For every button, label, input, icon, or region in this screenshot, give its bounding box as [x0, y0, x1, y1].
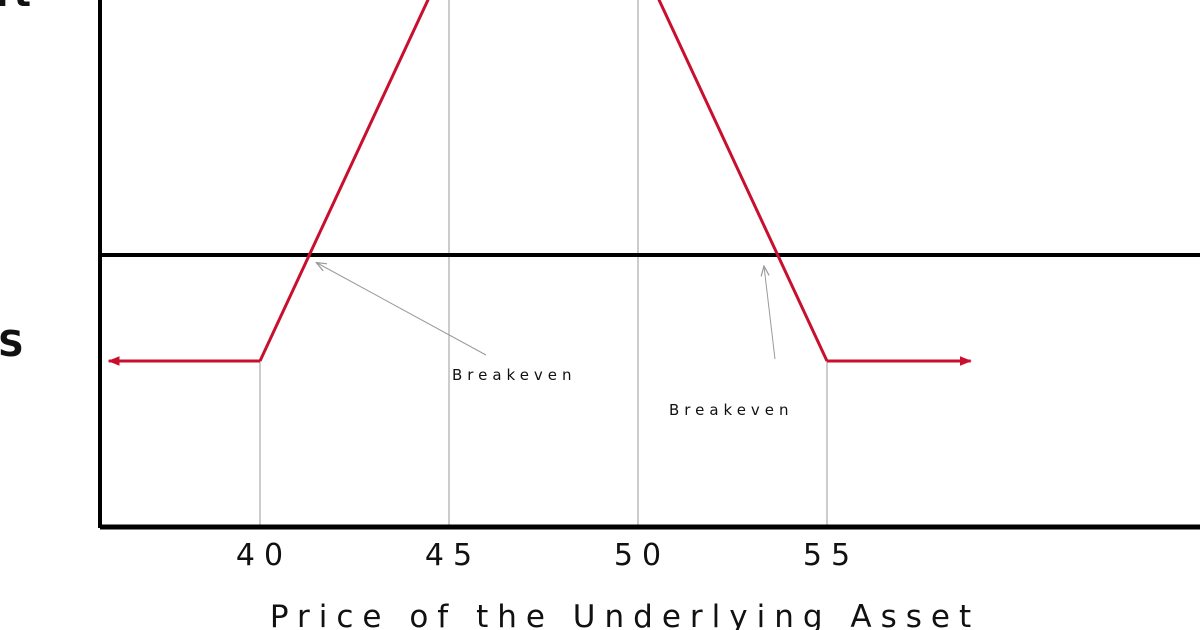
annotation-breakeven-1: Breakeven: [452, 366, 577, 384]
annotation-breakeven-2: Breakeven: [669, 401, 794, 419]
side-label-bottom: S: [0, 324, 24, 365]
x-tick-55: 55: [803, 538, 859, 573]
x-tick-50: 50: [614, 538, 670, 573]
side-label-top: rt: [0, 0, 31, 15]
guide-lines: [259, 0, 828, 527]
breakeven-pointer-right: [764, 267, 776, 360]
payoff-line: [258, 0, 829, 362]
x-tick-40: 40: [236, 538, 292, 573]
breakeven-pointer-left: [317, 263, 487, 356]
x-axis-title: Price of the Underlying Asset: [270, 599, 980, 630]
x-tick-45: 45: [425, 538, 481, 573]
x-tick-labels: 40 45 50 55: [236, 538, 859, 573]
